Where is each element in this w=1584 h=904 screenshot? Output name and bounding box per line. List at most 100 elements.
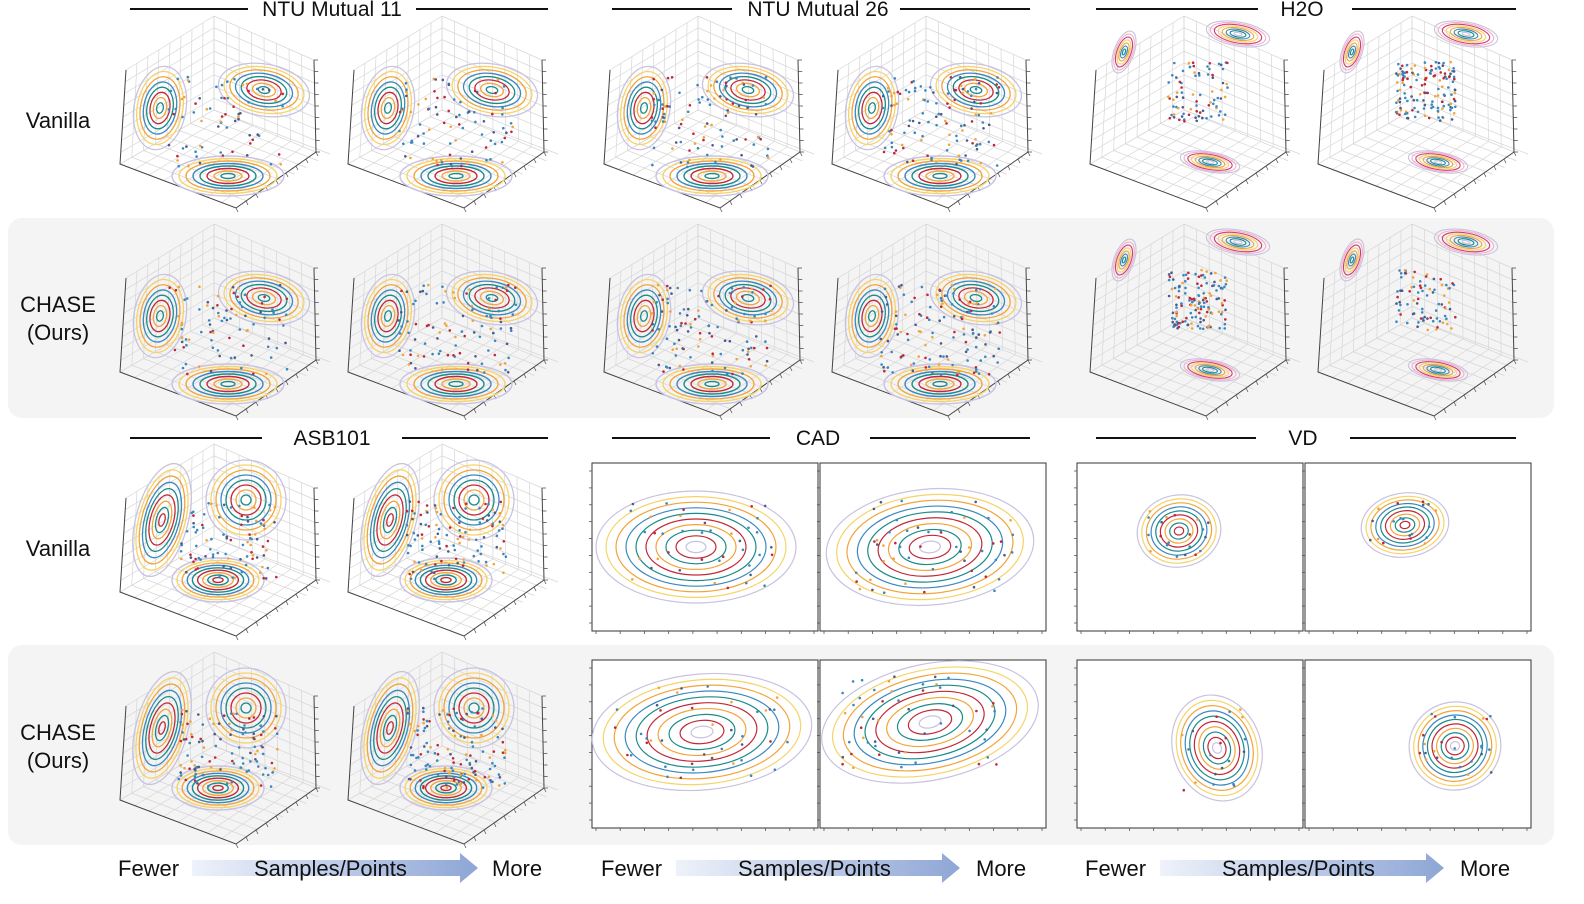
scatter-point [1411,71,1414,75]
density-contour [132,462,192,578]
scatter-point [190,735,194,739]
scatter-point [1445,283,1448,287]
scatter-point [498,776,502,779]
scatter-point [1205,281,1208,285]
scatter-point [487,297,491,300]
density-contour [1341,241,1363,279]
scatter-point [285,297,289,301]
scatter-point [1212,102,1215,106]
scatter-point [1418,93,1422,96]
scatter-point [1188,65,1192,69]
scatter-point [207,784,210,788]
density-contour [240,702,252,714]
scatter-point [409,156,412,160]
scatter-point [1424,758,1428,761]
scatter-point [709,529,712,532]
density-contour [639,310,649,322]
scatter-point [1437,116,1440,119]
scatter-point [422,729,426,733]
scatter-point [1396,290,1399,293]
density-contour [1198,726,1236,770]
scatter-point [664,765,667,768]
scatter-point [452,354,455,357]
scatter-point [890,128,893,132]
scatter-point [220,83,224,87]
scatter-point [626,753,629,757]
scatter-point [959,159,963,162]
density-contour [463,489,485,511]
density-contour [853,678,1007,766]
scatter-point [493,511,497,514]
scatter-point [902,293,906,297]
scatter-point [666,105,669,108]
scatter-point [450,766,453,770]
scatter-point [225,537,229,540]
density-contour [1411,359,1465,381]
density-contour [234,72,294,108]
density-contour [240,75,288,105]
scatter-point [912,362,916,365]
scatter-point [458,529,461,532]
scatter-point [423,745,426,748]
scatter-point [1449,108,1452,112]
scatter-point [412,531,416,535]
density-contour [1173,526,1185,536]
density-contour [1159,514,1199,548]
scatter-point [666,284,669,288]
scatter-point [1481,717,1485,720]
scatter-point [1396,502,1399,505]
scatter-point [1214,772,1217,776]
scatter-point [1194,116,1197,119]
scatter-point [1167,81,1170,84]
scatter-point [1401,517,1405,521]
density-contour [713,277,783,319]
scatter-point [237,115,240,118]
scatter-point [405,509,409,513]
plot-3d-panel [603,15,815,213]
density-contour [382,714,398,742]
scatter-point [224,113,227,116]
scatter-point [189,553,192,556]
scatter-point [970,120,974,123]
scatter-point [740,153,743,157]
scatter-point [405,290,409,294]
scatter-point [457,780,461,784]
scatter-point [459,763,463,766]
scatter-point [1423,61,1427,64]
scatter-point [1239,708,1242,711]
density-contour [451,273,533,323]
scatter-point [921,683,925,686]
scatter-point [689,356,692,359]
scatter-point [409,753,413,757]
scatter-point [705,122,709,125]
scatter-point [1174,295,1178,298]
scatter-point [906,338,910,342]
scatter-point [913,131,917,134]
scatter-point [269,162,273,166]
scatter-point [1197,71,1201,75]
scatter-point [674,354,678,357]
scatter-point [994,287,997,291]
scatter-point [238,328,242,331]
scatter-point [665,502,668,505]
scatter-point [1220,301,1224,305]
scatter-point [240,305,244,309]
scatter-point [735,77,738,80]
scatter-point [179,550,183,553]
scatter-point [698,331,702,335]
scatter-point [997,86,1001,89]
scatter-point [208,717,212,720]
scatter-point [198,97,201,100]
scatter-point [465,292,468,295]
density-contour [867,102,877,114]
scatter-point [436,113,439,116]
axis-samples-points: Samples/Points [1222,856,1375,881]
scatter-point [196,567,200,570]
density-contour [1111,238,1137,282]
scatter-point [481,750,485,753]
scatter-point [681,118,684,121]
density-contour [399,765,493,811]
scatter-point [251,554,255,557]
density-contour [639,102,649,114]
density-contour [704,172,720,180]
